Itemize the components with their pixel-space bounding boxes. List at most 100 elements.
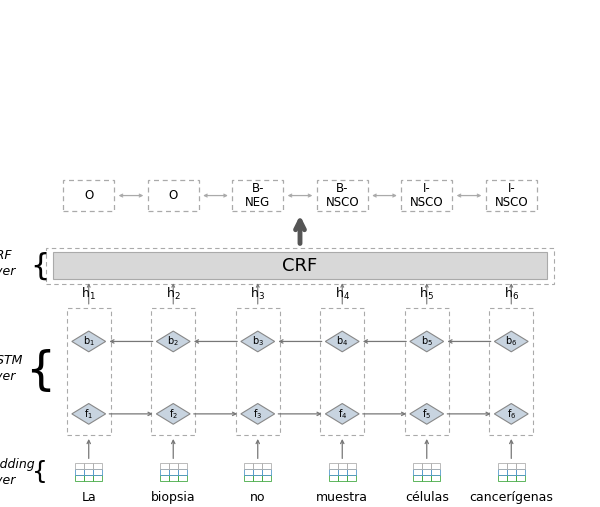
Bar [486, 180, 536, 211]
Bar [178, 475, 187, 481]
Text: La: La [82, 491, 96, 504]
Bar [236, 308, 280, 434]
Text: O: O [169, 189, 178, 202]
Text: no: no [250, 491, 265, 504]
Bar [151, 308, 195, 434]
Bar [160, 469, 169, 475]
Polygon shape [494, 331, 528, 352]
Bar [253, 469, 262, 475]
Bar [317, 180, 368, 211]
Bar [244, 475, 253, 481]
Text: Embedding
layer: Embedding layer [0, 458, 35, 487]
Bar [498, 475, 507, 481]
Bar [489, 308, 533, 434]
Bar [401, 180, 452, 211]
Bar [160, 475, 169, 481]
Bar [329, 475, 338, 481]
Bar [253, 463, 262, 469]
Bar [148, 180, 199, 211]
Bar [338, 469, 347, 475]
Polygon shape [157, 331, 190, 352]
Text: cancerígenas: cancerígenas [469, 491, 553, 504]
Bar [338, 463, 347, 469]
Text: O: O [84, 189, 94, 202]
Polygon shape [157, 404, 190, 424]
Bar [93, 469, 102, 475]
Bar [244, 463, 253, 469]
Bar [178, 469, 187, 475]
Text: h$_4$: h$_4$ [335, 285, 350, 302]
Text: BiLSTM
layer: BiLSTM layer [0, 354, 23, 383]
Bar [262, 469, 271, 475]
Polygon shape [494, 404, 528, 424]
Bar [76, 463, 84, 469]
Text: células: células [405, 491, 449, 504]
Bar [413, 463, 422, 469]
Polygon shape [410, 404, 443, 424]
Bar [516, 463, 524, 469]
Text: f$_1$: f$_1$ [84, 407, 94, 421]
Bar [232, 180, 283, 211]
Text: {: { [32, 460, 47, 484]
Text: muestra: muestra [316, 491, 368, 504]
Polygon shape [241, 331, 275, 352]
Text: biopsia: biopsia [151, 491, 196, 504]
Bar [84, 463, 93, 469]
Bar [338, 475, 347, 481]
Text: I-
NSCO: I- NSCO [410, 182, 443, 209]
Text: {: { [25, 349, 55, 394]
Bar [329, 463, 338, 469]
Bar [507, 463, 516, 469]
Bar [413, 475, 422, 481]
Bar [320, 308, 364, 434]
Polygon shape [241, 404, 275, 424]
Polygon shape [325, 404, 359, 424]
Bar [405, 308, 449, 434]
Text: I-
NSCO: I- NSCO [494, 182, 528, 209]
Text: h$_2$: h$_2$ [166, 285, 181, 302]
Text: b$_6$: b$_6$ [505, 335, 517, 348]
Text: B-
NSCO: B- NSCO [325, 182, 359, 209]
Polygon shape [325, 331, 359, 352]
Bar [76, 469, 84, 475]
Bar [422, 475, 431, 481]
Bar [422, 463, 431, 469]
Text: h$_1$: h$_1$ [82, 285, 96, 302]
Text: f$_4$: f$_4$ [338, 407, 347, 421]
Bar [178, 463, 187, 469]
Bar [516, 475, 524, 481]
Bar [507, 469, 516, 475]
Bar [64, 180, 114, 211]
Bar [347, 469, 356, 475]
Bar [431, 469, 440, 475]
Text: h$_5$: h$_5$ [419, 285, 434, 302]
Text: f$_5$: f$_5$ [422, 407, 431, 421]
Bar [431, 475, 440, 481]
Bar [46, 248, 554, 283]
Text: b$_2$: b$_2$ [167, 335, 179, 348]
Polygon shape [72, 331, 106, 352]
Bar [244, 469, 253, 475]
Bar [253, 475, 262, 481]
Bar [347, 475, 356, 481]
Bar [431, 463, 440, 469]
Bar [329, 469, 338, 475]
Bar [498, 469, 507, 475]
Bar [507, 475, 516, 481]
Text: {: { [30, 251, 49, 280]
Text: CRF: CRF [283, 257, 317, 275]
Text: f$_6$: f$_6$ [506, 407, 516, 421]
Bar [422, 469, 431, 475]
Bar [93, 475, 102, 481]
Bar [93, 463, 102, 469]
Text: b$_3$: b$_3$ [252, 335, 264, 348]
Bar [262, 463, 271, 469]
Text: h$_3$: h$_3$ [250, 285, 265, 302]
Bar [160, 463, 169, 469]
Polygon shape [410, 331, 443, 352]
Bar [262, 475, 271, 481]
Bar [169, 469, 178, 475]
Bar [84, 469, 93, 475]
Text: f$_3$: f$_3$ [253, 407, 262, 421]
Text: h$_6$: h$_6$ [504, 285, 519, 302]
